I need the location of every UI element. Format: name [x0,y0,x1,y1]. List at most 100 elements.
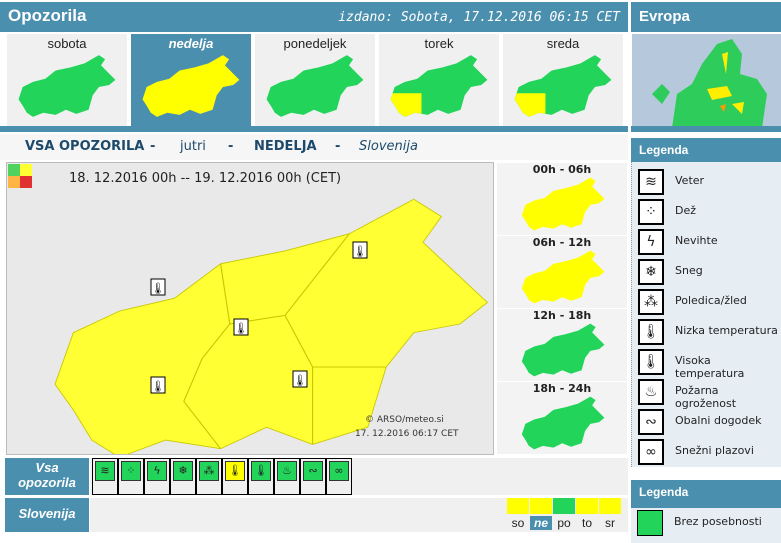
period-label: 00h - 06h [532,163,592,176]
legend-item-label: Veter [675,174,705,187]
legend2-panel: Brez posebnosti [631,508,781,543]
day-label: torek [424,36,454,51]
title-separator: - [335,139,341,154]
legend2-header: Legenda [631,480,781,508]
issued-timestamp: izdano: Sobota, 17.12.2016 06:15 CET [338,10,620,25]
day-abbrev-to[interactable]: to [581,516,592,530]
ice-icon: ⁂ [638,289,664,315]
day-level-ne[interactable] [530,498,552,514]
period-map-1[interactable]: 06h - 12h [497,236,627,308]
legend-item-label: Poledica/žled [675,294,747,307]
legend-item: ⁂ Poledica/žled [638,289,778,317]
section-title: VSA OPOZORILA - jutri - NEDELJA - Sloven… [0,134,628,160]
period-map-2[interactable]: 12h - 18h [497,309,627,381]
waves-icon: ∾ [303,461,323,481]
title-when: jutri [180,139,206,154]
rain-icon: ⁘ [121,461,141,481]
day-label: nedelja [168,36,214,51]
snowflake-icon: ❄ [173,461,193,481]
warning-type-avalanche-icon[interactable]: ∞ [326,458,352,495]
thermometer-low-icon: 🌡 [638,319,664,345]
day-label: sreda [546,36,580,51]
legend-item-label: Visoka temperatura [675,354,745,380]
period-map-0[interactable]: 00h - 06h [497,163,627,235]
title-region: Slovenija [359,139,418,154]
snowflake-icon: ❄ [638,259,664,285]
map-timestamp: 17. 12.2016 06:17 CET [355,429,459,439]
title-day: NEDELJA [254,139,317,154]
header-bar: Opozorila izdano: Sobota, 17.12.2016 06:… [0,2,628,32]
row-label-all-warnings[interactable]: Vsa opozorila [5,458,89,495]
svg-text:🌡: 🌡 [151,380,165,393]
day-label: ponedeljek [283,36,347,51]
day-abbrev-sr[interactable]: sr [605,516,615,530]
legend-item: ≋ Veter [638,169,778,197]
lightning-icon: ϟ [638,229,664,255]
fire-icon: ♨ [277,461,297,481]
day-tab-sobota[interactable]: sobota [7,34,127,126]
lightning-icon: ϟ [147,461,167,481]
title-all-warnings: VSA OPOZORILA [25,139,145,154]
warning-type-thermometer-high-icon[interactable]: 🌡 [248,458,274,495]
legend-item: ∞ Snežni plazovi [638,439,778,467]
rain-icon: ⁘ [638,199,664,225]
europe-map[interactable] [632,34,781,128]
thermometer-marker-icons [150,241,368,394]
row-label-slovenija[interactable]: Slovenija [5,498,89,532]
legend-item-label: Snežni plazovi [675,444,754,457]
warning-type-thermometer-low-icon[interactable]: 🌡 [222,458,248,495]
svg-text:🌡: 🌡 [234,322,248,335]
day-abbrev-po[interactable]: po [557,516,571,530]
legend-item: 🌡 Visoka temperatura [638,349,778,380]
warning-type-rain-icon[interactable]: ⁘ [118,458,144,495]
day-level-to[interactable] [576,498,598,514]
warning-type-waves-icon[interactable]: ∾ [300,458,326,495]
level-legend-swatch [8,164,32,188]
day-tab-torek[interactable]: torek [379,34,499,126]
warning-type-ice-icon[interactable]: ⁂ [196,458,222,495]
legend2-title: Legenda [639,485,689,499]
warning-type-lightning-icon[interactable]: ϟ [144,458,170,495]
map-period: 18. 12.2016 00h -- 19. 12.2016 00h (CET) [69,171,342,186]
day-tab-ponedeljek[interactable]: ponedeljek [255,34,375,126]
legend-item: ⁘ Dež [638,199,778,227]
period-label: 18h - 24h [532,382,592,395]
legend-panel: ≋ Veter ⁘ Dež ϟ Nevihte ❄ Sneg ⁂ Poledic… [631,162,781,467]
thermometer-low-icon: 🌡 [225,461,245,481]
avalanche-icon: ∞ [329,461,349,481]
ice-icon: ⁂ [199,461,219,481]
legend-item-label: Nizka temperatura [675,324,778,337]
slovenia-region-map [55,199,487,455]
day-abbrev-so[interactable]: so [511,516,525,530]
fire-icon: ♨ [638,379,664,405]
legend-item: ❄ Sneg [638,259,778,287]
svg-text:🌡: 🌡 [151,282,165,295]
day-level-so[interactable] [507,498,529,514]
page-title: Opozorila [8,6,87,25]
warning-type-windsock-icon[interactable]: ≋ [92,458,118,495]
title-separator: - [150,139,156,154]
warning-type-fire-icon[interactable]: ♨ [274,458,300,495]
warning-map[interactable]: 🌡 🌡 🌡 🌡 🌡 18. 12.2016 00h -- 19. 12.2016 00h… [6,162,494,455]
day-tab-nedelja[interactable]: nedelja [131,34,251,126]
day-tab-sreda[interactable]: sreda [503,34,623,126]
divider [0,126,628,132]
europe-header: Evropa [631,2,781,32]
windsock-icon: ≋ [95,461,115,481]
legend-item-label: Požarna ogroženost [675,384,737,410]
period-map-3[interactable]: 18h - 24h [497,382,627,454]
legend-level-item: Brez posebnosti [637,510,777,538]
day-level-po[interactable] [553,498,575,514]
copyright: © ARSO/meteo.si [365,415,444,425]
avalanche-icon: ∞ [638,439,664,465]
legend-title: Legenda [639,143,689,157]
legend-item: ϟ Nevihte [638,229,778,257]
period-label: 12h - 18h [532,309,592,322]
svg-text:🌡: 🌡 [353,245,367,258]
legend-item: 🌡 Nizka temperatura [638,319,778,347]
warning-type-snowflake-icon[interactable]: ❄ [170,458,196,495]
waves-icon: ∾ [638,409,664,435]
day-abbrev-ne[interactable]: ne [530,516,552,530]
day-level-sr[interactable] [599,498,621,514]
day-label: sobota [47,36,87,51]
